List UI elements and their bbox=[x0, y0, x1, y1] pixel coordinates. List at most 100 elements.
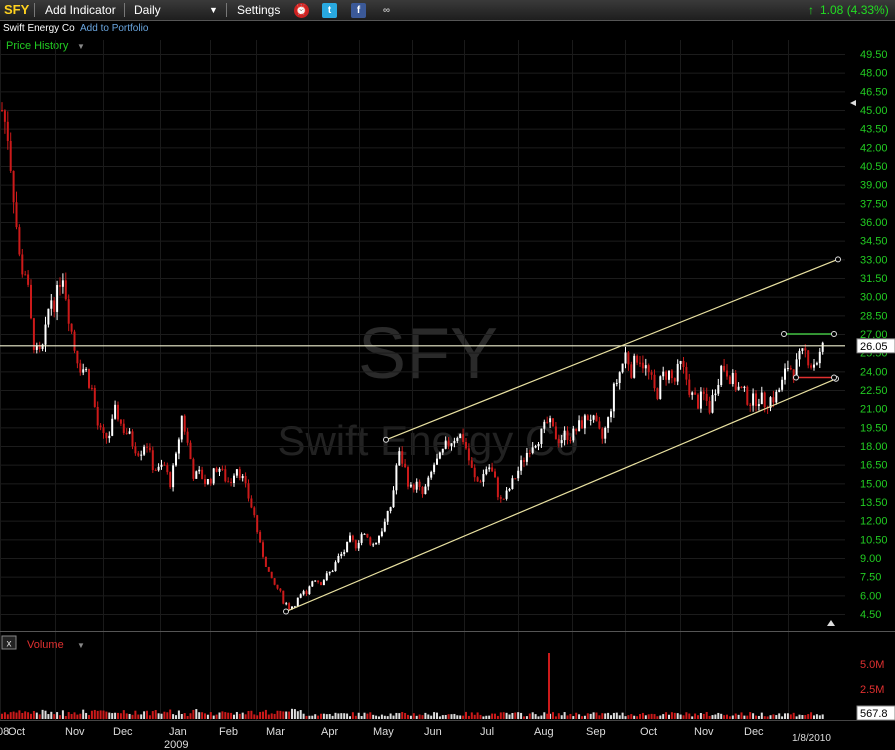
price-tick-label: 27.00 bbox=[860, 329, 888, 341]
candle-body bbox=[41, 344, 44, 349]
volume-bar bbox=[496, 715, 499, 719]
volume-bar bbox=[383, 715, 386, 719]
volume-bar bbox=[32, 711, 35, 719]
volume-bar bbox=[340, 713, 343, 719]
volume-bar bbox=[331, 715, 334, 719]
volume-bar bbox=[728, 716, 731, 719]
add-to-portfolio-link[interactable]: Add to Portfolio bbox=[80, 23, 149, 34]
volume-bar bbox=[108, 712, 111, 719]
volume-bar bbox=[70, 713, 73, 719]
volume-bar bbox=[76, 714, 79, 719]
price-tick-label: 9.00 bbox=[860, 553, 881, 565]
year-label: 2009 bbox=[164, 739, 188, 750]
volume-bar bbox=[752, 713, 755, 719]
candle-body bbox=[810, 365, 813, 368]
candle-body bbox=[204, 479, 206, 484]
price-tick-label: 33.00 bbox=[860, 254, 888, 266]
volume-bar bbox=[438, 716, 441, 719]
scroll-up-icon[interactable] bbox=[827, 620, 835, 626]
volume-bar bbox=[392, 715, 395, 719]
candle-body bbox=[708, 400, 711, 413]
volume-bar bbox=[737, 714, 740, 719]
volume-label[interactable]: Volume bbox=[27, 639, 64, 651]
link-icon[interactable]: ∞ bbox=[382, 5, 391, 16]
volume-bar bbox=[3, 712, 6, 719]
candle-body bbox=[569, 439, 572, 441]
candle-body bbox=[665, 371, 668, 380]
volume-bar bbox=[479, 714, 482, 719]
line-handle bbox=[781, 331, 787, 337]
chevron-down-icon[interactable]: ▼ bbox=[209, 5, 218, 15]
price-tick-label: 39.00 bbox=[860, 180, 888, 192]
volume-bar bbox=[549, 713, 552, 719]
price-tick-label: 16.50 bbox=[860, 460, 888, 472]
volume-bar bbox=[807, 714, 810, 719]
chevron-down-icon[interactable]: ▼ bbox=[77, 641, 85, 650]
volume-bar bbox=[56, 712, 59, 719]
settings-button[interactable]: Settings bbox=[237, 3, 281, 17]
candle-body bbox=[395, 465, 398, 491]
volume-bar bbox=[705, 711, 708, 719]
alarm-clock-icon[interactable]: ⏰ bbox=[294, 3, 309, 18]
candle-body bbox=[9, 140, 12, 171]
ticker-symbol[interactable]: SFY bbox=[4, 2, 30, 17]
candle-body bbox=[27, 274, 30, 285]
volume-bar bbox=[282, 711, 285, 719]
candle-body bbox=[627, 352, 630, 365]
interval-select[interactable]: Daily bbox=[134, 3, 161, 17]
volume-bar bbox=[53, 714, 56, 719]
candle-body bbox=[476, 477, 479, 482]
volume-bar bbox=[337, 713, 340, 719]
line-handle bbox=[831, 374, 837, 381]
candle-body bbox=[404, 463, 407, 468]
time-axis: Oct Nov Dec Jan Feb Mar Apr May Jun Jul Aug Sep Oct N… bbox=[0, 726, 831, 750]
twitter-icon[interactable]: t bbox=[322, 3, 337, 18]
price-history-label[interactable]: Price History bbox=[6, 40, 69, 52]
volume-bar bbox=[694, 713, 697, 719]
candle-body bbox=[702, 391, 705, 394]
volume-bar bbox=[270, 713, 273, 719]
candle-body bbox=[633, 355, 636, 378]
volume-bar bbox=[189, 713, 192, 719]
volume-bar bbox=[424, 712, 427, 719]
volume-bar bbox=[328, 714, 331, 719]
volume-bar bbox=[476, 712, 479, 719]
candle-body bbox=[218, 468, 221, 472]
volume-bar bbox=[755, 715, 757, 719]
candle-body bbox=[264, 556, 267, 567]
price-tick-label: 42.00 bbox=[860, 142, 888, 154]
volume-bar bbox=[763, 716, 766, 719]
volume-bar bbox=[653, 714, 656, 719]
volume-bar bbox=[206, 714, 209, 719]
up-arrow-icon: ↑ bbox=[808, 3, 814, 17]
toolbar-divider bbox=[226, 3, 227, 17]
candle-body bbox=[230, 481, 233, 484]
volume-bar bbox=[749, 712, 752, 719]
candle-body bbox=[172, 465, 175, 488]
candle-body bbox=[108, 435, 111, 439]
volume-bar bbox=[618, 715, 621, 719]
candle-body bbox=[259, 532, 262, 543]
facebook-icon[interactable]: f bbox=[351, 3, 366, 18]
price-tick-label: 43.50 bbox=[860, 124, 888, 136]
volume-bar bbox=[473, 714, 476, 719]
volume-bar bbox=[366, 713, 369, 719]
volume-bar bbox=[218, 712, 221, 719]
volume-bar bbox=[766, 716, 769, 719]
candle-body bbox=[644, 365, 647, 369]
candle-body bbox=[581, 420, 583, 429]
volume-bar bbox=[47, 714, 50, 719]
candle-body bbox=[125, 433, 128, 435]
volume-bar bbox=[662, 714, 665, 719]
chevron-down-icon[interactable]: ▼ bbox=[77, 42, 85, 51]
add-indicator-button[interactable]: Add Indicator bbox=[45, 3, 116, 17]
candle-body bbox=[441, 448, 444, 453]
volume-bar bbox=[88, 714, 90, 719]
candle-body bbox=[30, 284, 32, 319]
volume-bar bbox=[656, 716, 659, 719]
close-icon[interactable] bbox=[1, 635, 17, 650]
candle-body bbox=[775, 391, 778, 403]
candle-body bbox=[363, 533, 366, 535]
candle-body bbox=[366, 533, 369, 538]
candle-body bbox=[201, 469, 204, 480]
